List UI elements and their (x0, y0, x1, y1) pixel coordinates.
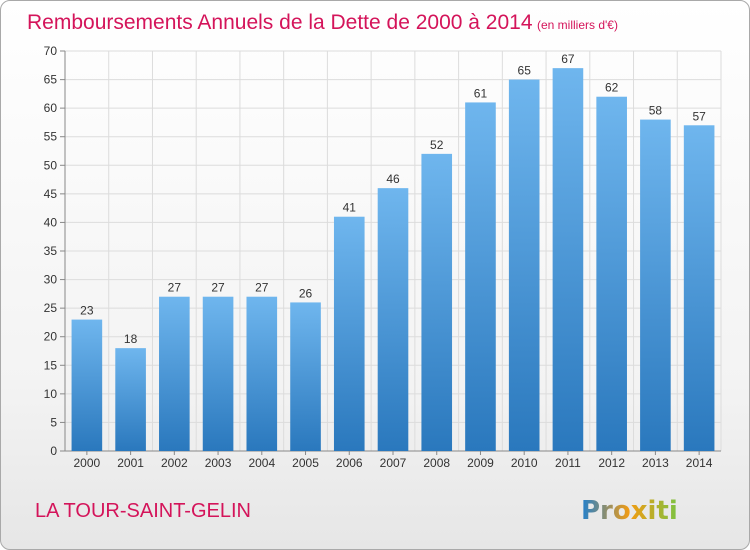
data-label: 62 (605, 81, 619, 95)
bar-2009 (465, 102, 496, 451)
y-tick-label: 35 (44, 244, 58, 258)
y-tick-label: 70 (44, 44, 58, 58)
x-tick-label: 2002 (161, 456, 188, 470)
data-label: 46 (386, 172, 400, 186)
y-tick-label: 30 (44, 273, 58, 287)
y-tick-label: 65 (44, 73, 58, 87)
data-label: 27 (255, 281, 269, 295)
grid-lines (64, 50, 722, 451)
place-name: LA TOUR-SAINT-GELIN (35, 500, 251, 522)
bar-2012 (596, 96, 627, 451)
y-tick-label: 10 (44, 387, 58, 401)
data-label: 27 (168, 281, 182, 295)
bar-2006 (333, 216, 365, 451)
data-label: 23 (80, 304, 94, 318)
data-label: 26 (299, 286, 313, 300)
data-label: 41 (343, 201, 357, 215)
bar-2011 (552, 68, 584, 452)
y-tick-label: 20 (44, 330, 58, 344)
bar-2007 (377, 188, 409, 451)
data-label: 27 (211, 281, 225, 295)
data-label: 18 (124, 332, 138, 346)
y-tick-label: 55 (44, 130, 58, 144)
x-tick-label: 2004 (248, 456, 275, 470)
x-tick-label: 2011 (555, 456, 581, 470)
bar-2014 (683, 125, 715, 452)
data-label: 57 (692, 109, 706, 123)
x-tick-label: 2000 (74, 456, 101, 470)
x-tick-label: 2003 (205, 456, 232, 470)
x-tick-label: 2008 (423, 456, 450, 470)
x-tick-label: 2006 (336, 456, 363, 470)
data-label: 58 (649, 104, 663, 118)
bars (71, 68, 715, 452)
data-label: 65 (518, 64, 532, 78)
x-tick-label: 2009 (467, 456, 494, 470)
x-tick-label: 2013 (642, 456, 669, 470)
tick-labels: 0 5 10 15 20 25 30 35 40 45 50 55 60 65 70 2000 2001 2002… (44, 44, 713, 470)
y-tick-label: 60 (44, 101, 58, 115)
bar-2003 (202, 296, 234, 451)
y-tick-label: 0 (50, 444, 57, 458)
bar-2013 (640, 119, 671, 452)
proxiti-logo: Proxiti (581, 496, 678, 526)
x-tick-label: 2005 (292, 456, 319, 470)
chart-title: Remboursements Annuels de la Dette de 20… (27, 11, 533, 34)
x-tick-label: 2010 (511, 456, 538, 470)
chart-subtitle: (en milliers d'€) (537, 18, 618, 32)
y-tick-label: 15 (44, 358, 58, 372)
y-tick-label: 40 (44, 215, 58, 229)
bar-2000 (71, 319, 103, 451)
bar-2002 (159, 296, 190, 451)
bar-2004 (246, 296, 278, 451)
y-tick-label: 50 (44, 158, 58, 172)
bar-2010 (508, 79, 540, 452)
bar-2005 (290, 302, 321, 451)
data-label: 61 (474, 86, 488, 100)
y-tick-label: 45 (44, 187, 58, 201)
y-tick-label: 5 (50, 415, 57, 429)
data-label: 67 (561, 52, 575, 66)
x-tick-label: 2014 (686, 456, 713, 470)
x-tick-label: 2012 (598, 456, 625, 470)
bar-2001 (115, 348, 146, 451)
bar-2008 (421, 153, 453, 451)
y-tick-label: 25 (44, 301, 58, 315)
x-tick-label: 2007 (380, 456, 407, 470)
data-label: 52 (430, 138, 444, 152)
data-labels: 23 18 27 27 27 26 41 46 52 61 65 67 62 58 57 (80, 52, 706, 346)
x-tick-label: 2001 (117, 456, 144, 470)
